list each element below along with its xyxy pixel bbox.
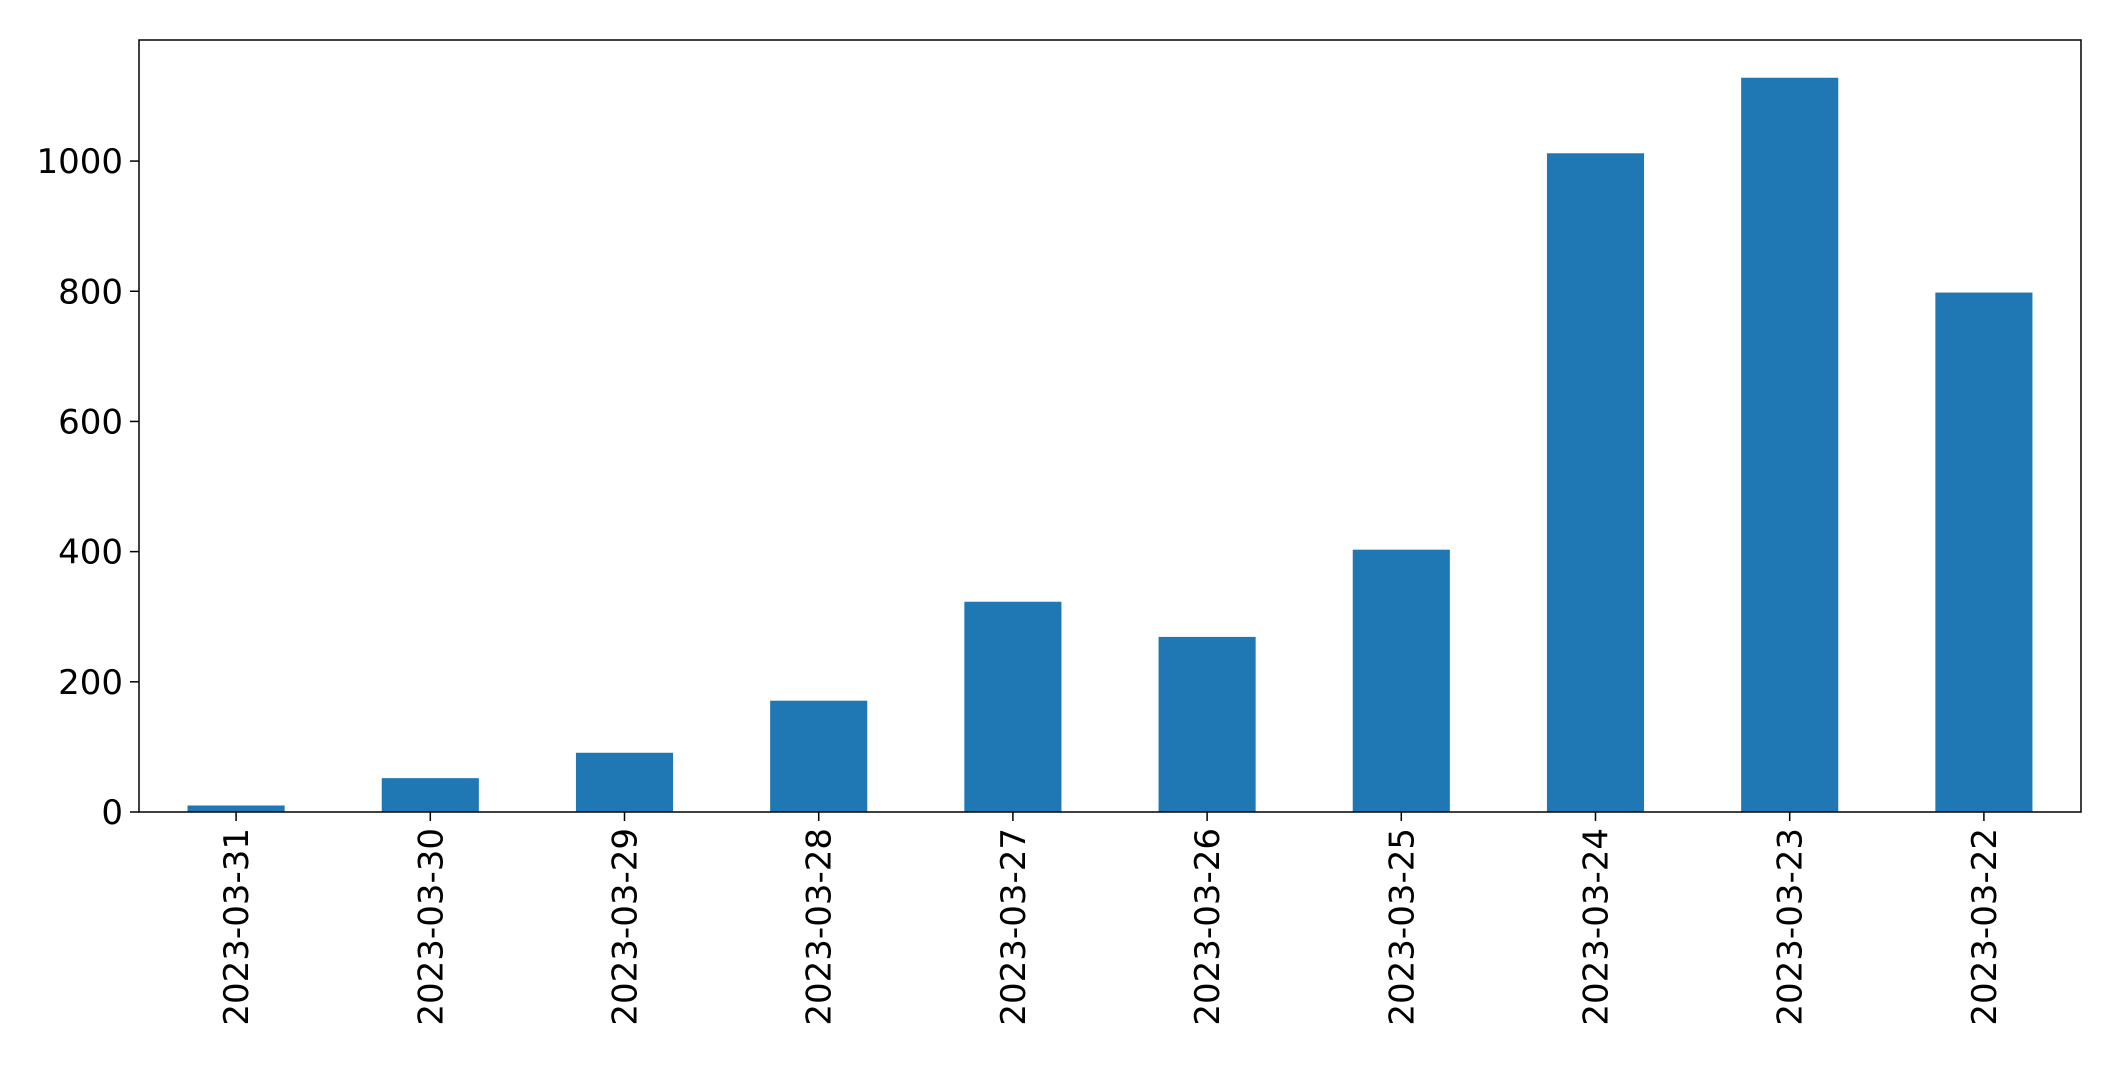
bar-2023-03-28 (770, 700, 868, 812)
y-tick-label: 400 (58, 533, 123, 573)
y-tick-label: 0 (101, 793, 123, 833)
y-tick-label: 1000 (36, 142, 123, 182)
bar-2023-03-30 (381, 778, 479, 812)
bar-2023-03-31 (187, 805, 285, 812)
y-tick-label: 800 (58, 272, 123, 312)
bar-2023-03-25 (1352, 549, 1450, 812)
bar-2023-03-29 (575, 752, 674, 812)
bar-2023-03-27 (964, 601, 1062, 812)
bar-2023-03-24 (1546, 153, 1645, 813)
bars-layer (187, 77, 2033, 813)
bar-2023-03-26 (1158, 636, 1256, 812)
bar-2023-03-22 (1935, 292, 2033, 812)
x-tick-label: 2023-03-25 (1382, 828, 1422, 1026)
axes-frame (138, 39, 2082, 813)
y-tick-labels: 0 200 400 600 800 1000 (36, 142, 123, 833)
y-tick-label: 600 (58, 402, 123, 442)
x-tick-label: 2023-03-28 (800, 828, 840, 1026)
x-tick-label: 2023-03-27 (994, 828, 1034, 1026)
x-tick-label: 2023-03-23 (1771, 828, 1811, 1026)
x-tick-labels: 2023-03-31 2023-03-30 2023-03-29 2023-03-28… (217, 828, 2005, 1026)
y-tick-label: 200 (58, 663, 123, 703)
x-tick-label: 2023-03-31 (217, 828, 257, 1026)
bar-2023-03-23 (1741, 77, 1839, 813)
x-tick-label: 2023-03-26 (1188, 828, 1228, 1026)
x-tick-label: 2023-03-22 (1965, 828, 2005, 1026)
x-tick-label: 2023-03-30 (411, 828, 451, 1026)
ticks-layer (130, 160, 1985, 821)
x-tick-label: 2023-03-29 (606, 828, 646, 1026)
x-tick-label: 2023-03-24 (1577, 828, 1617, 1026)
